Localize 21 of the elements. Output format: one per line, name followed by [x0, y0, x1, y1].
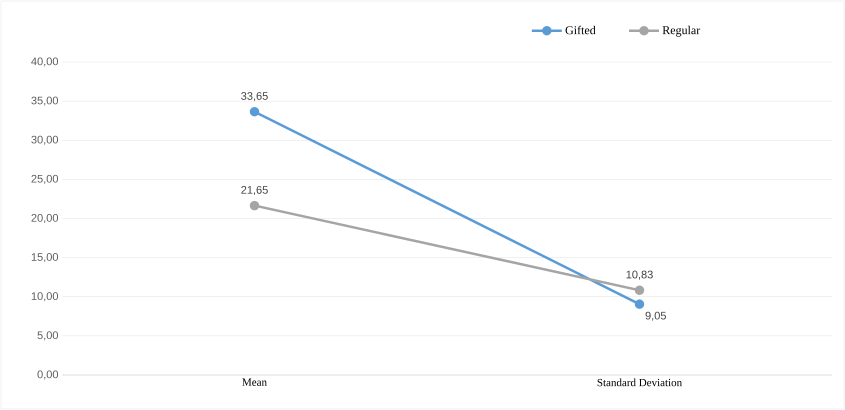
point [250, 200, 260, 210]
x-tick-label: Mean [242, 378, 267, 386]
point [634, 299, 644, 309]
legend-label: Regular [662, 26, 700, 37]
y-tick-label: 25,00 [31, 174, 58, 184]
data-label: 33,65 [241, 92, 268, 102]
y-tick-label: 0,00 [37, 370, 58, 380]
y-tick-label: 15,00 [32, 253, 58, 262]
legend-label: Gifted [566, 26, 596, 34]
x-tick-label: Standard Deviation [598, 378, 682, 386]
y-tick-label: 10,00 [32, 292, 58, 302]
y-tick-label: 40,00 [31, 57, 58, 67]
point [250, 106, 260, 116]
y-tick-label: 30,00 [31, 136, 58, 145]
point [634, 286, 644, 296]
data-label: 9,05 [646, 312, 666, 321]
data-label: 10,83 [626, 270, 653, 280]
data-label: 21,65 [241, 186, 268, 196]
y-tick-label: 20,00 [31, 214, 58, 224]
y-tick-label: 35,00 [31, 96, 58, 106]
y-tick-label: 5,00 [38, 331, 58, 340]
